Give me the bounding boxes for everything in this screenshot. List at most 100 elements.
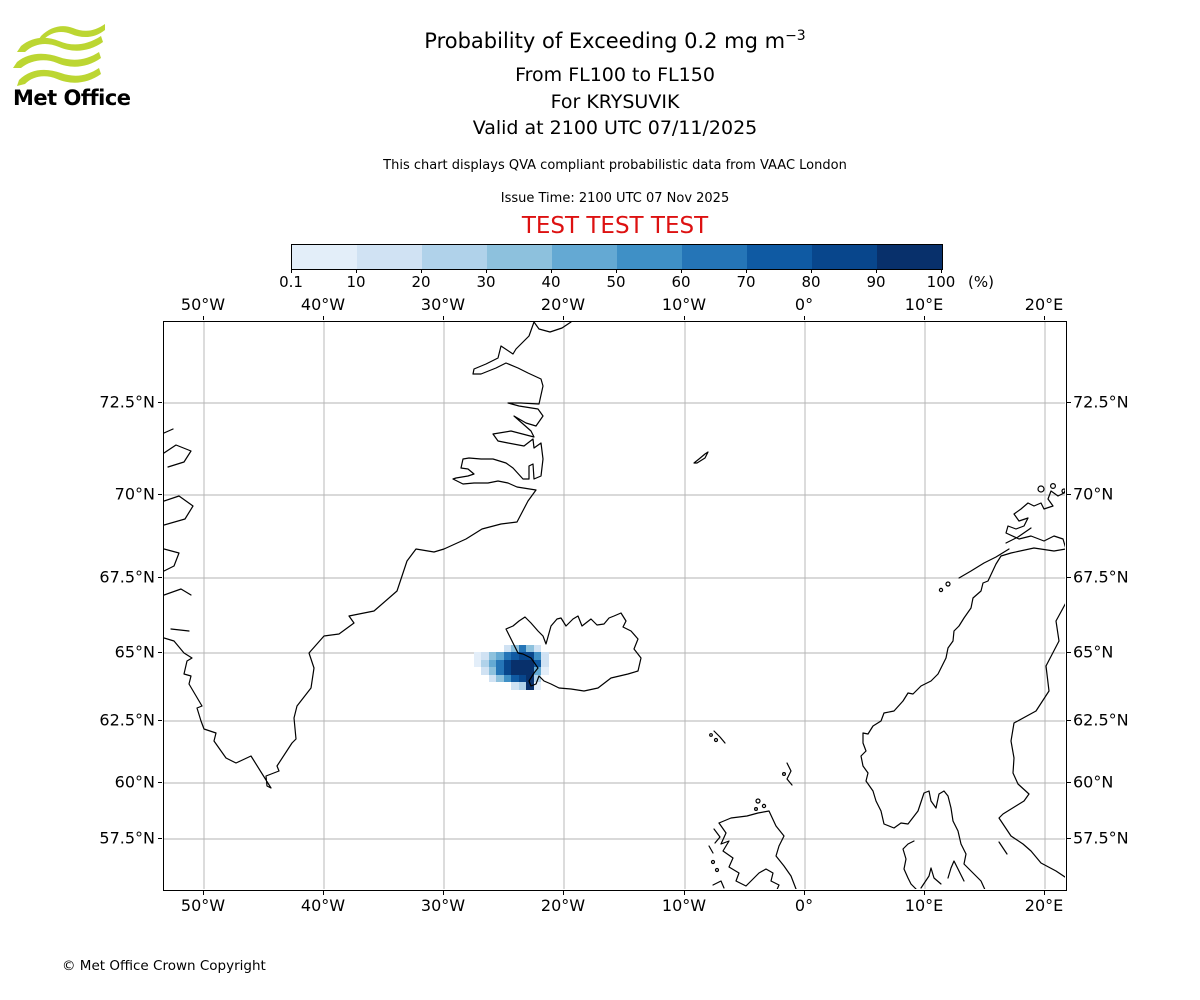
plume-cell: [541, 659, 549, 667]
plume-cell: [511, 667, 519, 675]
plume-cell: [511, 682, 519, 690]
coastline-layer: [164, 322, 1065, 889]
lat-label-right: 60°N: [1073, 772, 1114, 792]
colorbar-segment: [747, 245, 812, 269]
lon-label-bottom: 10°W: [661, 896, 707, 915]
lat-tick-right: [1067, 577, 1071, 578]
lat-tick-right: [1067, 652, 1071, 653]
orkney-2: [761, 803, 767, 809]
colorbar-segment: [422, 245, 487, 269]
lon-tick-bottom: [1044, 891, 1045, 895]
lon-label-top: 30°W: [420, 295, 466, 314]
plume-cell: [511, 644, 519, 652]
lon-label-bottom: 40°W: [300, 896, 346, 915]
lat-label-left: 70°N: [114, 484, 155, 504]
plume-cell: [518, 644, 526, 652]
lat-tick-right: [1067, 402, 1071, 403]
plume-cell: [533, 644, 541, 652]
colorbar-tick-label: 50: [606, 273, 626, 291]
lat-tick-right: [1067, 494, 1071, 495]
coast-jan-mayen: [693, 451, 709, 464]
coast-greenland-top: [533, 322, 572, 333]
ash-plume-layer: [164, 322, 1065, 889]
colorbar-tick-label: 20: [411, 273, 431, 291]
lon-label-top: 10°E: [904, 295, 944, 314]
plume-cell: [533, 659, 541, 667]
lat-tick-left: [158, 782, 162, 783]
lon-label-bottom: 10°E: [904, 896, 944, 915]
plume-cell: [503, 674, 511, 682]
colorbar-tick-label: 0.1: [279, 273, 303, 291]
lon-tick-top: [924, 316, 925, 320]
met-office-logo-text: Met Office: [13, 86, 131, 110]
colorbar-tick-label: 70: [736, 273, 756, 291]
plume-cell: [518, 674, 526, 682]
lat-label-right: 72.5°N: [1073, 392, 1129, 412]
title-exponent: −3: [785, 28, 806, 44]
plume-cell: [541, 667, 549, 675]
coast-n-ireland: [712, 880, 725, 889]
lat-label-right: 65°N: [1073, 642, 1114, 662]
lat-tick-left: [158, 402, 162, 403]
plume-cell: [526, 667, 534, 675]
lat-tick-right: [1067, 838, 1071, 839]
lat-label-right: 67.5°N: [1073, 567, 1129, 587]
lon-tick-bottom: [443, 891, 444, 895]
lat-label-left: 57.5°N: [99, 828, 155, 848]
plume-cell: [488, 667, 496, 675]
lat-tick-left: [158, 838, 162, 839]
colorbar-tick: [356, 269, 357, 273]
colorbar-segment: [617, 245, 682, 269]
coast-lofoten: [958, 548, 1010, 579]
island-5: [1061, 488, 1065, 494]
coast-iceland: [505, 612, 642, 692]
colorbar: [291, 244, 943, 270]
lon-label-top: 20°W: [540, 295, 586, 314]
coast-greenland-west-5: [164, 548, 180, 572]
lat-label-left: 67.5°N: [99, 567, 155, 587]
coast-denmark: [902, 840, 917, 889]
coast-gotland: [998, 841, 1008, 855]
coast-shetland: [786, 762, 793, 786]
coast-faroe: [713, 730, 726, 744]
hebrides-dot-2: [714, 867, 720, 873]
island-1: [945, 581, 951, 587]
lon-label-bottom: 30°W: [420, 896, 466, 915]
colorbar-segment: [487, 245, 552, 269]
coast-scotland-west: [718, 822, 780, 889]
colorbar-tick: [746, 269, 747, 273]
orkney-3: [753, 807, 758, 812]
colorbar-tick-label: 40: [541, 273, 561, 291]
coast-greenland-west-6: [164, 428, 174, 434]
coast-denmark-isles-1: [920, 867, 942, 889]
lon-label-bottom: 50°W: [180, 896, 226, 915]
plume-cell: [473, 652, 481, 660]
colorbar-tick: [291, 269, 292, 273]
coast-norway: [860, 489, 1065, 889]
subtitle-valid-time: Valid at 2100 UTC 07/11/2025: [472, 117, 758, 139]
plume-cell: [496, 674, 504, 682]
lon-tick-bottom: [924, 891, 925, 895]
plume-cell: [503, 644, 511, 652]
plume-cell: [533, 682, 541, 690]
colorbar-tick-label: 100: [926, 273, 956, 291]
met-office-logo-icon: [13, 24, 105, 90]
lat-tick-right: [1067, 782, 1071, 783]
faroe-dot-1: [713, 737, 719, 743]
plume-cell: [511, 652, 519, 660]
lon-label-top: 40°W: [300, 295, 346, 314]
island-3: [1037, 485, 1045, 493]
faroe-dot-2: [709, 733, 713, 737]
colorbar-tick-label: 60: [671, 273, 691, 291]
lat-label-left: 62.5°N: [99, 710, 155, 730]
lon-tick-top: [203, 316, 204, 320]
lat-tick-left: [158, 720, 162, 721]
plume-cell: [526, 674, 534, 682]
subtitle-volcano: For KRYSUVIK: [550, 91, 680, 113]
colorbar-segment: [682, 245, 747, 269]
lon-tick-bottom: [563, 891, 564, 895]
colorbar-tick: [616, 269, 617, 273]
lat-label-right: 57.5°N: [1073, 828, 1129, 848]
colorbar-tick: [486, 269, 487, 273]
